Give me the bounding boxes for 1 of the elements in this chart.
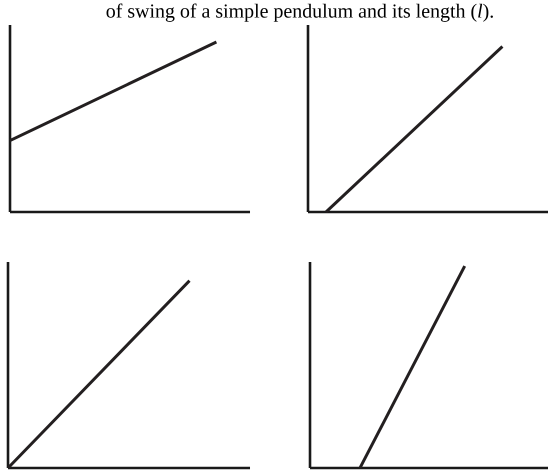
chart-title: of swing of a simple pendulum and its length (l). [106,4,493,22]
